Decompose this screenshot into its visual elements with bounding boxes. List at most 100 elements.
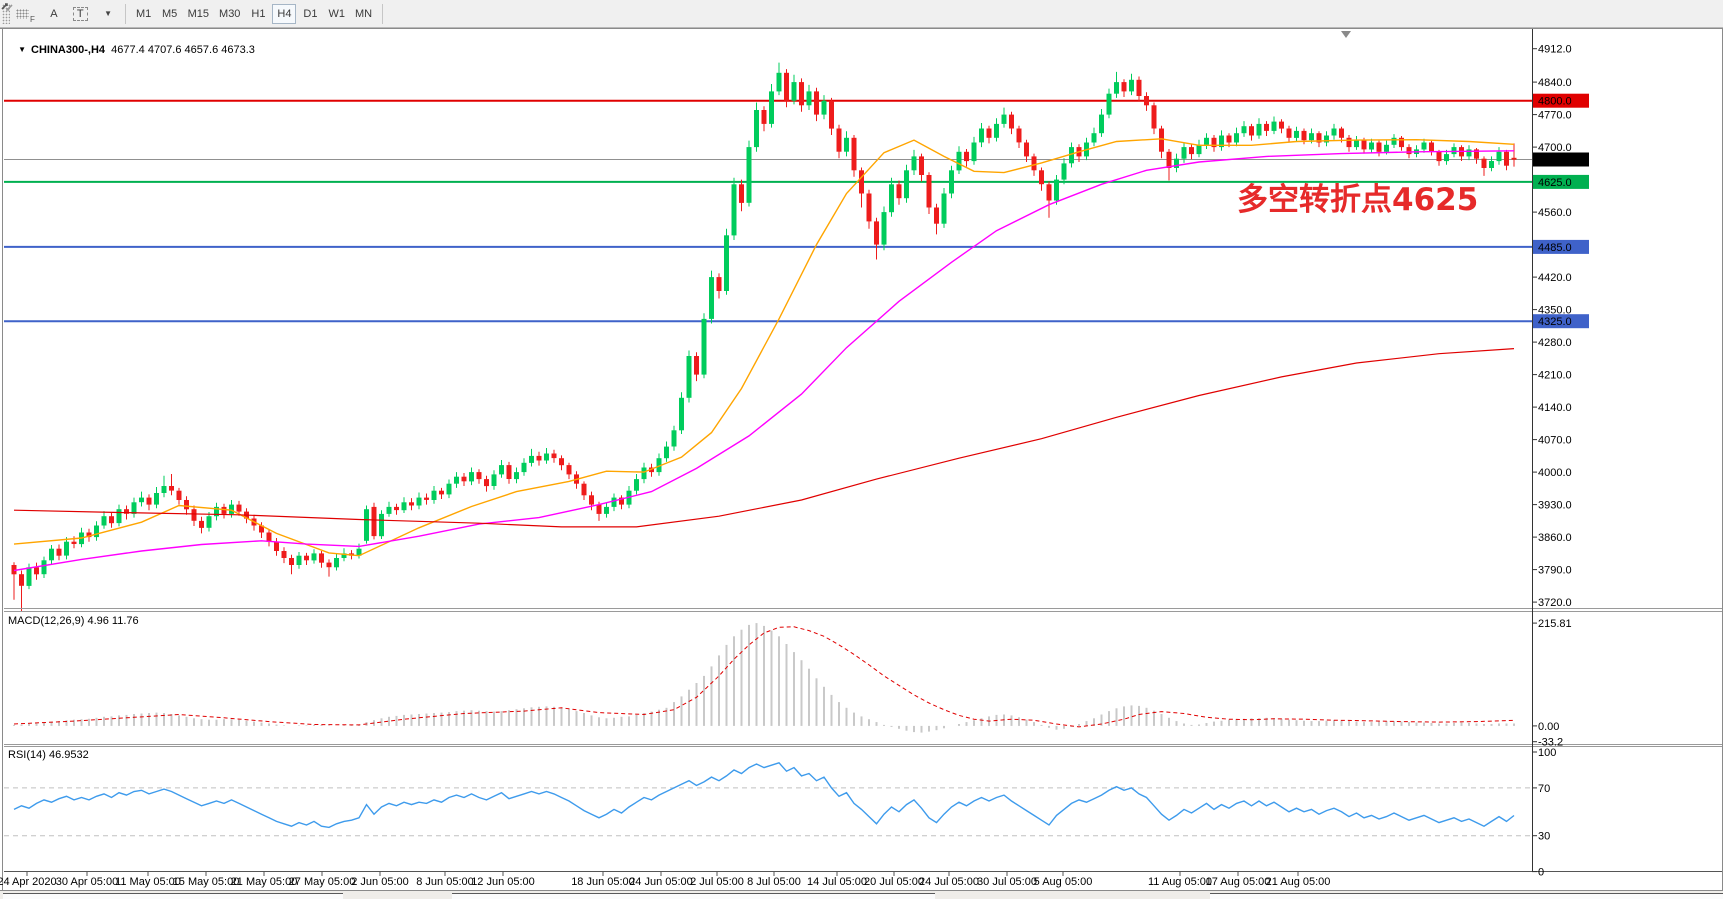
- grid-f-label: F: [30, 14, 35, 24]
- rsi-tick-label: 100: [1538, 747, 1556, 759]
- tf-button-W1[interactable]: W1: [324, 4, 349, 24]
- macd-axis: 215.81 0.00 -33.2: [1532, 618, 1572, 749]
- time-axis-label: 2 Jun 05:00: [351, 876, 409, 888]
- macd-indicator-label: MACD(12,26,9) 4.96 11.76: [8, 615, 139, 627]
- rsi-indicator-label: RSI(14) 46.9532: [8, 749, 89, 761]
- rsi-tick-label: 30: [1538, 831, 1550, 843]
- time-axis-label: 15 May 05:00: [173, 876, 240, 888]
- macd-tick-label: 0.00: [1538, 721, 1559, 733]
- price-tick-label: 4140.0: [1538, 402, 1572, 414]
- price-tick-label: 4000.0: [1538, 467, 1572, 479]
- ma-fast-line: [13, 138, 1515, 557]
- time-axis-label: 8 Jun 05:00: [416, 876, 474, 888]
- tf-button-MN[interactable]: MN: [351, 4, 376, 24]
- toolbar-separator: [382, 3, 384, 24]
- chart-style-button[interactable]: ▼: [1, 3, 119, 25]
- tf-button-D1[interactable]: D1: [298, 4, 322, 24]
- macd-tick-label: 215.81: [1538, 618, 1572, 630]
- tf-button-H1[interactable]: H1: [246, 4, 270, 24]
- tf-button-H4[interactable]: H4: [272, 3, 297, 24]
- background-window-edge[interactable]: [3, 893, 343, 899]
- toolbar-grip[interactable]: [2, 3, 10, 24]
- time-axis-label: 24 Jun 05:00: [629, 876, 693, 888]
- ma-slow-line: [13, 348, 1515, 528]
- time-axis-label: 24 Jul 05:00: [919, 876, 979, 888]
- chart-annotation-text[interactable]: 多空转折点4625: [1237, 182, 1479, 218]
- macd-histogram: [13, 623, 1515, 733]
- time-axis-label: 18 Jun 05:00: [571, 876, 635, 888]
- time-axis-label: 20 Jul 05:00: [864, 876, 924, 888]
- timeframe-group: M1 M5 M15 M30 H1 H4 D1 W1 MN: [131, 3, 377, 24]
- toolbar: F A T ▼ M1 M5 M15 M30 H1 H4 D1 W1 MN: [0, 0, 1723, 28]
- price-tick-label: 3720.0: [1538, 597, 1572, 609]
- price-tick-label: 3930.0: [1538, 500, 1572, 512]
- tf-button-M5[interactable]: M5: [158, 4, 182, 24]
- tf-button-M15[interactable]: M15: [184, 4, 213, 24]
- time-axis-label: 5 Aug 05:00: [1034, 876, 1093, 888]
- tf-button-M1[interactable]: M1: [132, 4, 156, 24]
- macd-signal-line: [13, 626, 1515, 728]
- grid-f-icon: [16, 8, 29, 19]
- time-axis-label: 24 Apr 2020: [0, 876, 57, 888]
- time-axis-label: 30 Apr 05:00: [56, 876, 118, 888]
- price-line-badge-label: 4485.0: [1538, 242, 1572, 254]
- text-t-icon: T: [72, 6, 88, 21]
- price-line-badge-label: 4673.3: [1538, 155, 1572, 167]
- toolbar-separator: [124, 3, 126, 24]
- time-axis-label: 2 Jul 05:00: [690, 876, 744, 888]
- price-line-badge-label: 4325.0: [1538, 316, 1572, 328]
- time-axis-label: 21 Aug 05:00: [1266, 876, 1331, 888]
- price-tick-label: 4070.0: [1538, 435, 1572, 447]
- candlestick-series: [11, 62, 1517, 612]
- price-line-badge-label: 4625.0: [1538, 177, 1572, 189]
- price-line-badge: [1533, 174, 1589, 189]
- time-axis-label: 8 Jul 05:00: [747, 876, 801, 888]
- time-axis-label: 11 Aug 05:00: [1148, 876, 1212, 888]
- price-tick-label: 4912.0: [1538, 44, 1572, 56]
- background-window-edge[interactable]: [452, 893, 935, 899]
- chart-shift-marker-icon[interactable]: [1341, 31, 1351, 38]
- tf-button-M30[interactable]: M30: [215, 4, 244, 24]
- ma-mid-line: [13, 150, 1515, 572]
- price-tick-label: 4700.0: [1538, 142, 1572, 154]
- price-line-badge: [1533, 93, 1589, 108]
- price-tick-label: 4840.0: [1538, 77, 1572, 89]
- price-tick-label: 4560.0: [1538, 207, 1572, 219]
- chart-ohlc-values: 4677.4 4707.6 4657.6 4673.3: [111, 44, 255, 56]
- symbol-dropdown-icon[interactable]: ▼: [18, 45, 27, 54]
- price-line-badge: [1533, 314, 1589, 329]
- arrow-tool-button[interactable]: A: [42, 3, 66, 25]
- price-line-badge: [1533, 152, 1589, 167]
- price-tick-label: 4770.0: [1538, 110, 1572, 122]
- chart-symbol: CHINA300-,H4: [31, 44, 106, 56]
- price-axis: 4912.0 4840.0 4770.0 4700.0 4560.0 4420.0 4350…: [1532, 44, 1572, 609]
- time-axis-label: 17 Aug 05:00: [1206, 876, 1271, 888]
- text-tool-button[interactable]: T: [68, 3, 93, 25]
- price-tick-label: 3790.0: [1538, 565, 1572, 577]
- price-line-badges: 4800.0 4673.3 4625.0 4485.0 4325.0: [1533, 93, 1589, 329]
- chevron-down-icon: ▼: [104, 9, 113, 18]
- macd-tick-label: -33.2: [1538, 737, 1563, 749]
- time-axis-label: 14 Jul 05:00: [807, 876, 867, 888]
- rsi-axis: 100 70 30 0: [1532, 747, 1556, 879]
- chart-style-icon: [1, 3, 13, 11]
- rsi-tick-label: 70: [1538, 783, 1550, 795]
- background-window-edge[interactable]: [1210, 893, 1723, 899]
- time-axis-label: 11 May 05:00: [115, 876, 181, 888]
- price-tick-label: 4280.0: [1538, 337, 1572, 349]
- price-tick-label: 4350.0: [1538, 305, 1572, 317]
- rsi-tick-label: 0: [1538, 867, 1544, 879]
- time-axis-label: 12 Jun 05:00: [471, 876, 535, 888]
- time-axis-label: 21 May 05:00: [231, 876, 298, 888]
- time-axis-label: 30 Jul 05:00: [977, 876, 1037, 888]
- rsi-line: [13, 761, 1515, 829]
- horizontal-level-lines[interactable]: [4, 99, 1532, 323]
- price-tick-label: 4210.0: [1538, 370, 1572, 382]
- indicator-window-button[interactable]: F: [11, 3, 40, 25]
- time-axis-label: 27 May 05:00: [289, 876, 356, 888]
- chart-title: ▼ CHINA300-,H4 4677.4 4707.6 4657.6 4673.…: [12, 32, 255, 56]
- price-tick-label: 3860.0: [1538, 532, 1572, 544]
- price-line-badge-label: 4800.0: [1538, 96, 1572, 108]
